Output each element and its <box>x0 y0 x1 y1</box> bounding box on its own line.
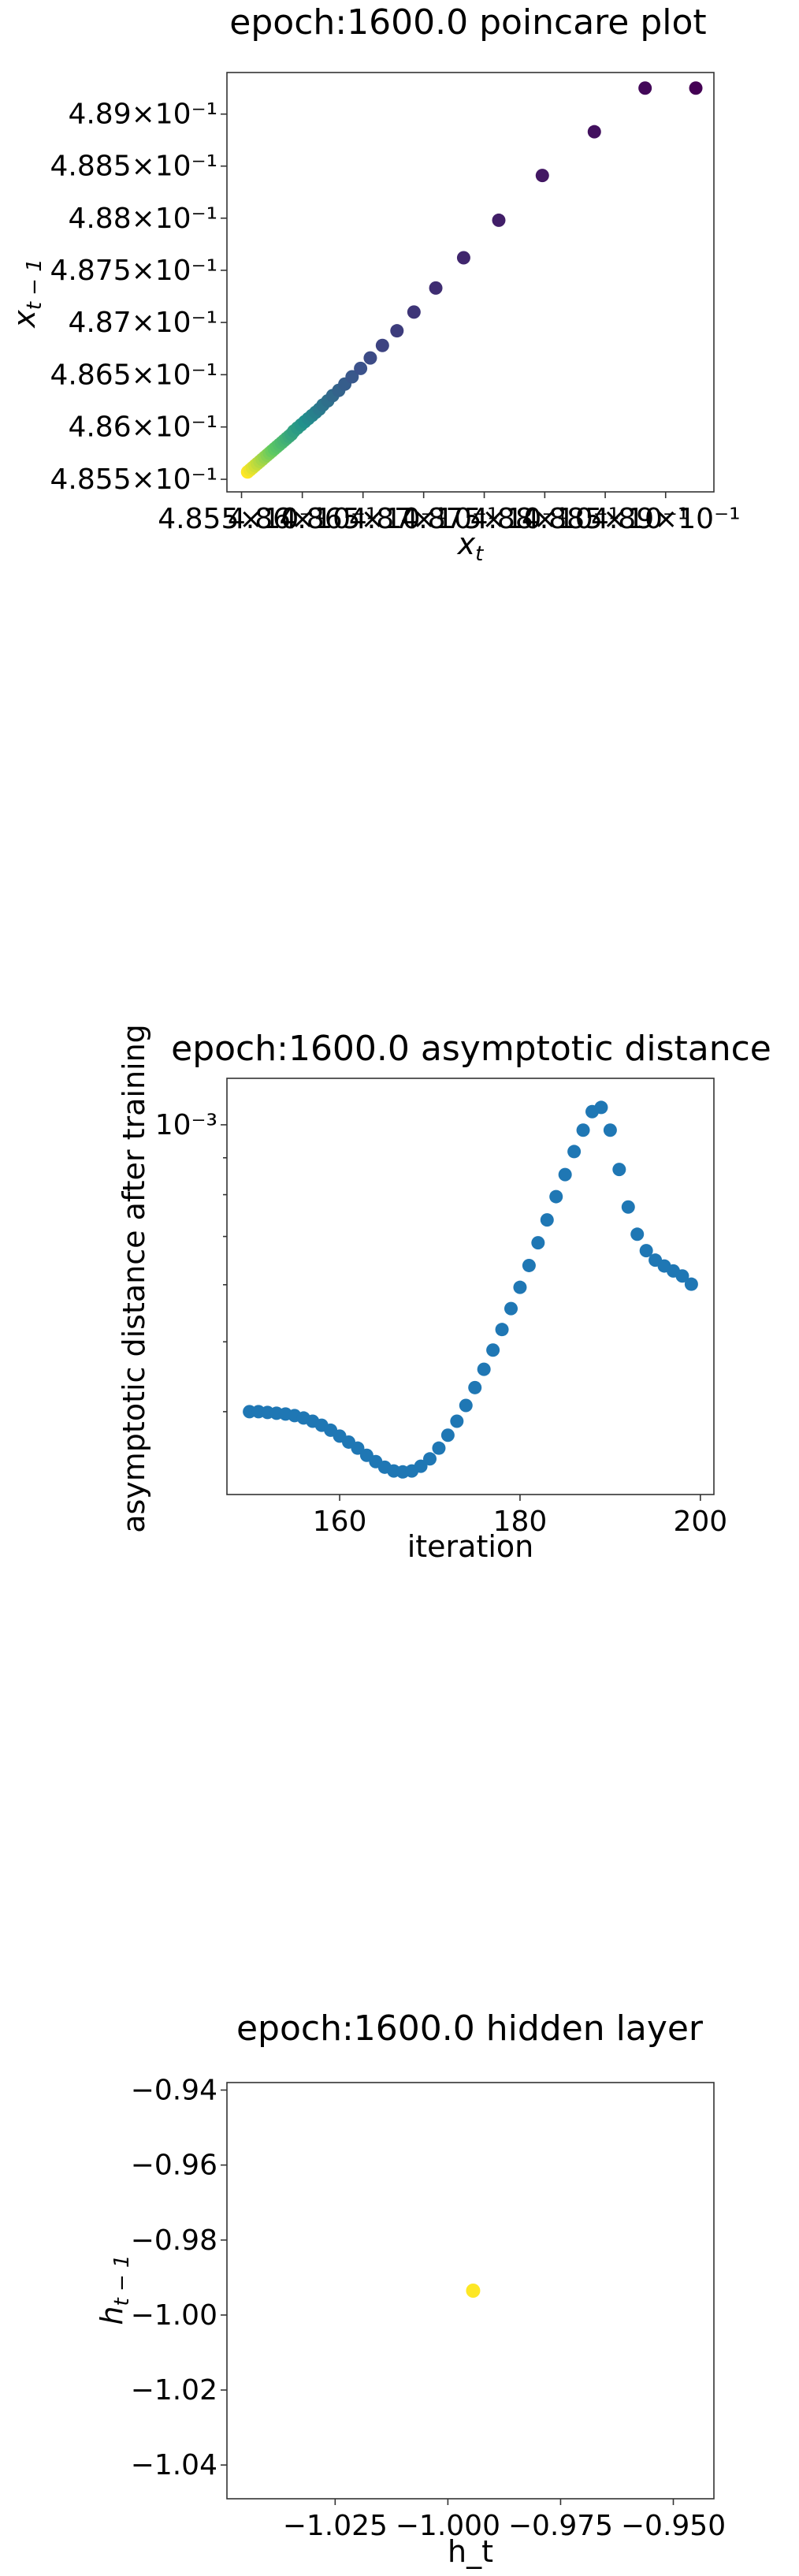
asymptotic-point <box>576 1123 590 1137</box>
asymptotic-point <box>432 1441 446 1455</box>
poincare-point <box>345 370 359 384</box>
asymptotic-point <box>414 1459 428 1473</box>
asymptotic-plot-frame <box>226 1078 715 1495</box>
asymptotic-xlabel: iteration <box>407 1529 534 1564</box>
poincare-y-tick-label: 4.855×10⁻¹ <box>50 463 217 496</box>
poincare-ylabel: xt − 1 <box>7 259 46 329</box>
asymptotic-y-ticks: 10⁻³ <box>155 1109 227 1413</box>
asymptotic-x-tick-label: 180 <box>493 1506 548 1538</box>
asymptotic-x-ticks: 160 180 200 <box>313 1495 727 1538</box>
asymptotic-point <box>549 1189 563 1204</box>
poincare-point <box>354 361 368 375</box>
asymptotic-ylabel: asymptotic distance after training <box>117 1025 151 1533</box>
asymptotic-title: epoch:1600.0 asymptotic distance <box>171 1029 771 1069</box>
poincare-point <box>587 125 601 139</box>
asymptotic-point <box>477 1362 491 1376</box>
poincare-points <box>240 81 703 479</box>
poincare-y-tick-label: 4.86×10⁻¹ <box>68 411 217 444</box>
poincare-point <box>456 251 470 265</box>
asymptotic-point <box>558 1167 572 1182</box>
asymptotic-point <box>594 1100 608 1115</box>
asymptotic-point <box>612 1163 626 1177</box>
poincare-point <box>535 169 549 183</box>
poincare-title: epoch:1600.0 poincare plot <box>229 2 706 43</box>
hidden-y-tick-label: −1.00 <box>131 2299 217 2332</box>
hidden-y-tick-label: −0.98 <box>131 2224 217 2257</box>
hidden-x-tick-label: −0.950 <box>621 2510 726 2542</box>
asymptotic-points <box>243 1100 698 1479</box>
asymptotic-point <box>450 1414 464 1428</box>
asymptotic-point <box>423 1452 437 1466</box>
asymptotic-x-tick-label: 200 <box>673 1506 727 1538</box>
poincare-y-tick-label: 4.89×10⁻¹ <box>68 99 217 131</box>
poincare-y-tick-label: 4.88×10⁻¹ <box>68 203 217 235</box>
poincare-x-tick-label: 4.855×10⁻¹ <box>158 503 325 535</box>
hidden-y-tick-label: −1.04 <box>131 2449 217 2481</box>
asymptotic-point <box>495 1323 509 1337</box>
poincare-y-tick-label: 4.875×10⁻¹ <box>50 255 217 287</box>
hidden-y-ticks: −0.94 −0.96 −0.98 −1.00 −1.02 −1.04 <box>131 2075 227 2481</box>
poincare-point <box>429 281 443 295</box>
asymptotic-point <box>351 1441 365 1455</box>
asymptotic-y-tick-label: 10⁻³ <box>155 1109 217 1141</box>
hidden-x-tick-label: −1.000 <box>396 2510 500 2542</box>
asymptotic-point <box>675 1269 689 1283</box>
poincare-y-ticks: 4.855×10⁻¹ 4.86×10⁻¹ 4.865×10⁻¹ 4.87×10⁻¹ 4.… <box>50 99 227 496</box>
asymptotic-point <box>468 1380 482 1394</box>
poincare-x-tick-label: 4.865×10⁻¹ <box>279 503 446 535</box>
hidden-x-ticks: −1.025 −1.000 −0.975 −0.950 <box>283 2499 726 2542</box>
hidden-x-tick-label: −0.975 <box>508 2510 613 2542</box>
asymptotic-point <box>513 1280 527 1294</box>
asymptotic-point <box>639 1244 653 1258</box>
poincare-x-tick-label: 4.88×10⁻¹ <box>470 503 620 535</box>
poincare-x-tick-label: 4.86×10⁻¹ <box>228 503 377 535</box>
poincare-point <box>363 351 377 365</box>
hidden-plot-frame <box>226 2082 715 2500</box>
asymptotic-x-tick-label: 160 <box>313 1506 367 1538</box>
poincare-y-tick-label: 4.885×10⁻¹ <box>50 151 217 183</box>
poincare-chart: epoch:1600.0 poincare plot 4.855×10⁻¹4.8… <box>7 2 741 566</box>
asymptotic-point <box>504 1301 518 1316</box>
hidden-points <box>466 2284 481 2298</box>
asymptotic-point <box>440 1428 455 1442</box>
poincare-plot-frame <box>226 72 715 493</box>
poincare-y-tick-label: 4.865×10⁻¹ <box>50 359 217 391</box>
poincare-x-tick-label: 4.87×10⁻¹ <box>349 503 499 535</box>
hidden-title: epoch:1600.0 hidden layer <box>236 2008 704 2049</box>
asymptotic-distance-chart: epoch:1600.0 asymptotic distance 160 180 2… <box>117 1025 771 1564</box>
asymptotic-point <box>603 1123 617 1137</box>
hidden-y-tick-label: −0.94 <box>131 2075 217 2107</box>
hidden-y-tick-label: −0.96 <box>131 2150 217 2182</box>
asymptotic-point <box>459 1398 473 1413</box>
hidden-xlabel: h_t <box>448 2534 493 2569</box>
hidden-x-tick-label: −1.025 <box>283 2510 388 2542</box>
poincare-x-tick-label: 4.875×10⁻¹ <box>400 503 567 535</box>
poincare-point <box>375 338 389 352</box>
poincare-point <box>407 305 421 319</box>
hidden-ylabel: ht − 1 <box>95 2254 134 2325</box>
hidden-layer-chart: epoch:1600.0 hidden layer −1.025 −1.000 −0… <box>95 2008 726 2569</box>
asymptotic-point <box>531 1236 545 1250</box>
asymptotic-point <box>567 1145 582 1159</box>
asymptotic-point <box>522 1258 536 1272</box>
poincare-x-tick-label: 4.885×10⁻¹ <box>522 503 689 535</box>
hidden-y-tick-label: −1.02 <box>131 2374 217 2407</box>
asymptotic-point <box>630 1227 645 1241</box>
poincare-point <box>689 81 703 95</box>
poincare-y-tick-label: 4.87×10⁻¹ <box>68 307 217 339</box>
asymptotic-point <box>621 1200 635 1214</box>
asymptotic-point <box>684 1277 698 1291</box>
poincare-point <box>492 213 506 227</box>
asymptotic-point <box>486 1343 500 1357</box>
poincare-point <box>390 324 404 338</box>
poincare-x-tick-label: 4.89×10⁻¹ <box>591 503 741 535</box>
hidden-point <box>466 2284 481 2298</box>
asymptotic-point <box>540 1213 554 1227</box>
poincare-point <box>638 81 652 95</box>
poincare-x-ticks: 4.855×10⁻¹4.86×10⁻¹4.865×10⁻¹4.87×10⁻¹4.… <box>158 492 741 535</box>
